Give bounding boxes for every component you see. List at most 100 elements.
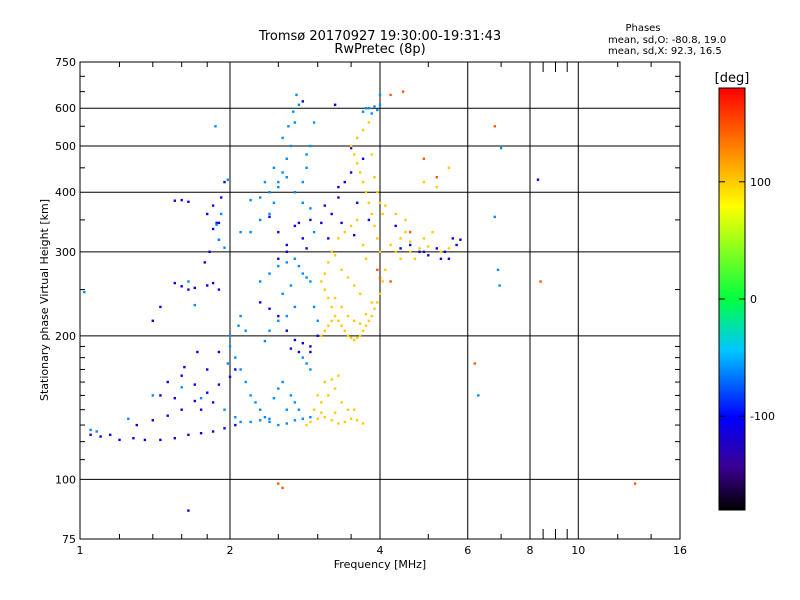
data-point: [359, 322, 362, 325]
data-point: [180, 408, 183, 411]
data-point: [340, 401, 343, 404]
data-point: [340, 268, 343, 271]
data-point: [427, 254, 430, 257]
data-point: [356, 136, 359, 140]
data-point: [309, 416, 312, 419]
data-point: [361, 157, 365, 160]
data-point: [330, 250, 333, 253]
data-point: [384, 268, 387, 271]
data-point: [193, 399, 196, 403]
data-point: [297, 221, 301, 225]
data-point: [211, 227, 215, 231]
data-point: [447, 247, 451, 250]
x-axis-label: Frequency [MHz]: [334, 558, 426, 571]
data-point: [166, 380, 169, 384]
y-tick-label: 600: [55, 102, 76, 115]
data-point: [89, 433, 92, 436]
data-point: [268, 420, 271, 424]
data-point: [226, 362, 229, 365]
data-point: [301, 417, 304, 420]
data-point: [301, 272, 304, 275]
data-point: [135, 423, 138, 427]
data-point: [349, 171, 353, 174]
data-point: [95, 430, 98, 433]
data-point: [277, 482, 280, 485]
data-point: [361, 422, 365, 425]
data-point: [367, 319, 371, 322]
data-point: [285, 329, 288, 332]
data-point: [289, 394, 293, 397]
data-point: [289, 347, 293, 350]
data-point: [268, 212, 271, 216]
data-point: [330, 378, 333, 381]
data-point: [323, 288, 326, 291]
data-point: [285, 422, 288, 425]
data-point: [244, 380, 247, 384]
data-point: [435, 247, 438, 250]
data-point: [268, 215, 271, 219]
data-point: [132, 437, 135, 440]
data-point: [435, 185, 438, 189]
data-point: [305, 276, 308, 279]
data-point: [268, 307, 271, 310]
data-point: [301, 356, 304, 359]
data-point: [376, 301, 379, 304]
data-point: [333, 411, 337, 414]
data-point: [404, 230, 407, 234]
data-point: [346, 314, 350, 318]
data-point: [316, 319, 319, 322]
data-point: [370, 112, 373, 115]
data-point: [409, 250, 412, 253]
data-point: [343, 329, 346, 332]
data-point: [287, 125, 290, 128]
x-tick-label: 6: [464, 544, 471, 557]
data-point: [281, 171, 284, 174]
data-point: [435, 176, 438, 179]
data-point: [343, 230, 346, 234]
data-point: [285, 250, 288, 253]
data-point: [277, 319, 280, 322]
data-point: [297, 408, 301, 411]
data-point: [333, 296, 337, 300]
chart-title: Tromsø 20170927 19:30:00-19:31:43: [258, 29, 501, 44]
x-tick-label: 8: [527, 544, 534, 557]
data-point: [180, 198, 183, 202]
x-tick-label: 4: [377, 544, 384, 557]
data-point: [477, 394, 480, 397]
data-point: [305, 247, 308, 250]
data-point: [249, 394, 252, 397]
data-point: [378, 201, 382, 204]
data-point: [199, 408, 203, 411]
data-point: [259, 419, 262, 422]
data-point: [376, 268, 379, 271]
data-point: [206, 368, 209, 371]
data-point: [404, 218, 407, 222]
data-point: [367, 121, 371, 124]
data-point: [361, 110, 365, 113]
data-point: [327, 237, 330, 240]
data-point: [187, 200, 190, 203]
data-point: [312, 408, 316, 411]
data-point: [151, 394, 154, 397]
data-point: [376, 108, 379, 112]
data-point: [293, 401, 297, 404]
data-point: [343, 180, 346, 184]
data-point: [143, 438, 147, 442]
data-point: [447, 257, 451, 260]
data-point: [268, 272, 271, 275]
data-point: [211, 430, 215, 433]
data-point: [333, 103, 337, 106]
data-point: [367, 107, 371, 110]
data-point: [301, 201, 304, 204]
data-point: [323, 272, 326, 275]
data-point: [127, 417, 130, 420]
data-point: [293, 305, 297, 309]
data-point: [206, 391, 209, 394]
data-point: [353, 338, 356, 342]
data-point: [340, 324, 343, 327]
x-axis-ticks: 1 2 4 6 8 10 16: [77, 62, 687, 557]
data-point: [359, 171, 362, 174]
data-point: [309, 368, 312, 371]
data-point: [215, 223, 218, 226]
data-point: [187, 509, 190, 512]
